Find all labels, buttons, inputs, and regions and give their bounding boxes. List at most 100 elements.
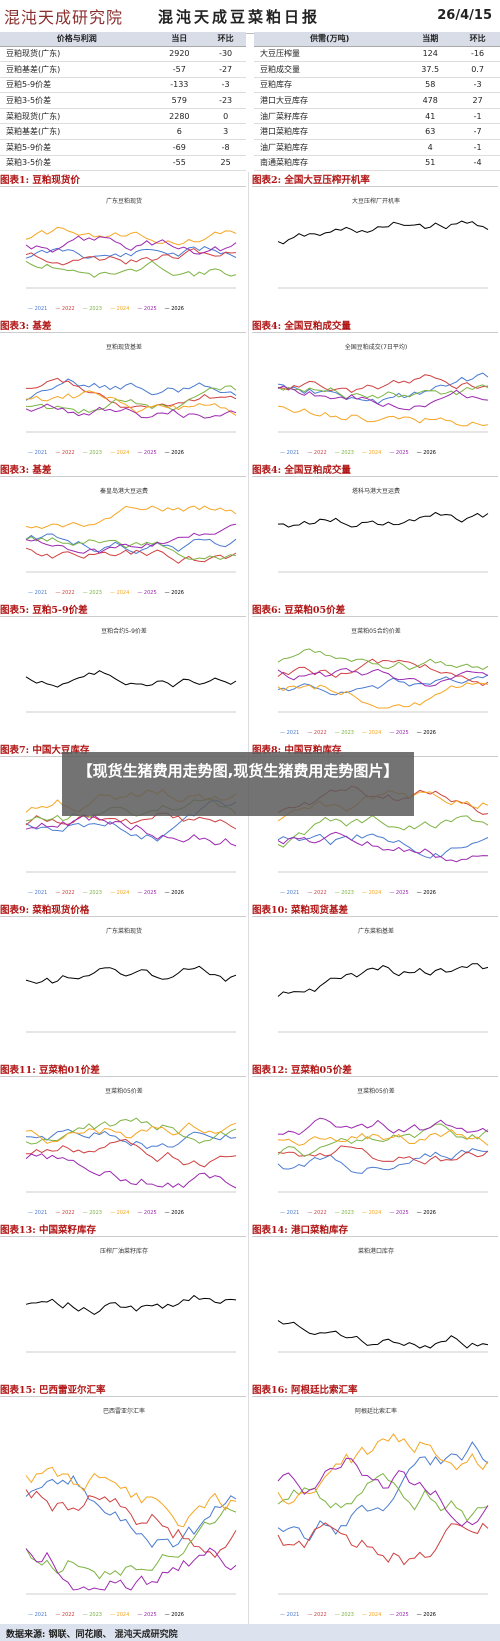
table-row: 港口菜粕库存 63 -7	[254, 123, 500, 141]
legend-item: — 2022	[307, 450, 327, 456]
chart-legend: — 2021 — 2022 — 2023 — 2024 — 2025 — 2026	[28, 306, 192, 312]
table-row: 菜粕3-5价差 -55 25	[0, 155, 246, 172]
chart-plot	[25, 226, 237, 289]
series-line	[25, 814, 237, 847]
series-line	[26, 385, 237, 414]
chart-title: 豆菜粕05价差	[357, 1088, 395, 1095]
page-title: 混沌天成豆菜粕日报	[158, 8, 321, 26]
chart-plot	[277, 372, 489, 433]
table-row: 豆粕库存 58 -3	[254, 77, 500, 94]
table-row: 港口大豆库存 478 27	[254, 92, 500, 109]
series-line	[25, 235, 237, 255]
series-line	[277, 1441, 489, 1541]
series-line	[277, 674, 489, 696]
table-cell: 579	[153, 92, 206, 109]
legend-item: — 2022	[55, 590, 75, 596]
table-cell: -3	[455, 77, 500, 94]
column-header: 当日	[153, 32, 206, 47]
table-cell: 豆粕5-9价差	[0, 77, 154, 94]
chart-panel: 全国豆粕成交(7日平均) — 2021— 2022— 2023— 2024— 20…	[260, 336, 492, 458]
series-line	[277, 1457, 489, 1527]
chart-title: 豆菜粕05价差	[105, 1088, 143, 1095]
table-cell: -55	[153, 155, 206, 172]
chart-caption: 图表9: 菜粕现货价格	[0, 902, 246, 917]
legend-item: — 2023	[82, 1612, 102, 1618]
chart-title: 压榨厂油菜籽库存	[99, 1248, 148, 1255]
legend-item: — 2026	[164, 590, 184, 596]
chart-title: 广东菜粕现货	[105, 928, 142, 935]
table-cell: 菜粕基差(广东)	[0, 123, 154, 141]
series-line	[277, 385, 489, 411]
table-cell: 37.5	[405, 61, 456, 78]
chart-plot	[277, 1433, 489, 1595]
series-line	[277, 511, 489, 528]
chart-caption: 图表13: 中国菜籽库存	[0, 1222, 246, 1237]
series-line	[277, 405, 489, 427]
chart-plot	[277, 511, 489, 573]
chart-legend: — 2021 — 2022 — 2023 — 2024 — 2025 — 2026	[280, 450, 444, 456]
table-cell: 25	[205, 155, 246, 172]
table-cell: -7	[455, 123, 500, 141]
table-cell: -3	[205, 77, 246, 94]
legend-item: — 2021	[28, 450, 48, 456]
chart-panel: 秦皇岛港大豆运费 — 2021— 2022— 2023— 2024— 2025— …	[8, 480, 240, 598]
chart-caption: 图表16: 阿根廷比索汇率	[252, 1382, 498, 1397]
series-line	[277, 372, 489, 405]
chart-caption: 图表4: 全国豆粕成交量	[252, 462, 498, 477]
legend-item: — 2025	[389, 450, 409, 456]
legend-item: — 2024	[109, 450, 130, 456]
legend-item: — 2021	[280, 1612, 300, 1618]
chart-title: 豆粕合约5-9价差	[101, 628, 147, 635]
legend-item: — 2024	[361, 1210, 382, 1216]
series-line	[25, 670, 237, 688]
legend-item: — 2025	[137, 590, 157, 596]
series-line	[25, 378, 237, 401]
series-line	[25, 505, 237, 530]
series-line	[277, 963, 489, 997]
table-row: 南通菜粕库存 51 -4	[254, 155, 500, 172]
chart-panel: 豆粕现货基差 — 2021— 2022— 2023— 2024— 2025— 20…	[8, 336, 240, 458]
legend-item: — 2022	[55, 890, 75, 896]
series-line	[25, 226, 237, 246]
legend-item: — 2024	[361, 1612, 382, 1618]
chart-title: 全国豆粕成交(7日平均)	[344, 344, 408, 351]
table-cell: 油厂菜籽库存	[254, 108, 406, 125]
legend-item: — 2022	[55, 306, 75, 312]
legend-item: — 2023	[334, 1612, 354, 1618]
data-source-footer: 数据来源: 钢联、同花顺、 混沌天成研究院	[0, 1624, 500, 1641]
chart-caption: 图表1: 豆粕现货价	[0, 172, 246, 187]
table-cell: 2920	[153, 46, 206, 63]
series-line	[277, 220, 489, 245]
legend-item: — 2021	[28, 590, 48, 596]
table-cell: 菜粕现货(广东)	[0, 108, 154, 125]
table-cell: 0	[205, 108, 246, 125]
chart-panel: 阿根廷比索汇率 — 2021— 2022— 2023— 2024— 2025— 2…	[260, 1400, 492, 1620]
chart-caption: 图表3: 基差	[0, 318, 246, 333]
column-header: 价格与利润	[0, 32, 154, 47]
series-line	[25, 523, 237, 554]
chart-title: 广东菜粕基差	[357, 928, 394, 935]
chart-title: 秦皇岛港大豆运费	[99, 488, 148, 495]
chart-caption: 图表2: 全国大豆压榨开机率	[252, 172, 498, 187]
legend-item: — 2025	[389, 730, 409, 736]
table-cell: -16	[455, 46, 500, 63]
series-line	[277, 667, 489, 687]
chart-plot	[277, 220, 489, 289]
article-title-overlay: 【现货生猪费用走势图,现货生猪费用走势图片】	[62, 752, 414, 816]
table-cell: 58	[405, 77, 456, 94]
legend-item: — 2022	[55, 450, 75, 456]
series-line	[25, 1475, 237, 1548]
table-cell: 0.7	[455, 61, 500, 78]
chart-legend: — 2021 — 2022 — 2023 — 2024 — 2025 — 2026	[280, 730, 444, 736]
legend-item: — 2025	[389, 890, 409, 896]
series-line	[25, 260, 237, 278]
series-line	[277, 1128, 489, 1146]
legend-item: — 2026	[416, 890, 436, 896]
table-row: 豆粕5-9价差 -133 -3	[0, 77, 246, 94]
series-line	[277, 1117, 489, 1136]
supply-demand-table: 供需(万吨) 当期 环比 大豆压榨量 124 -16 豆粕成交量 37.5 0.7 豆粕库存 58-…	[254, 32, 500, 172]
legend-item: — 2023	[82, 450, 102, 456]
legend-item: — 2021	[280, 1210, 300, 1216]
chart-legend: — 2021 — 2022 — 2023 — 2024 — 2025 — 2026	[28, 890, 192, 896]
legend-item: — 2026	[164, 1210, 184, 1216]
